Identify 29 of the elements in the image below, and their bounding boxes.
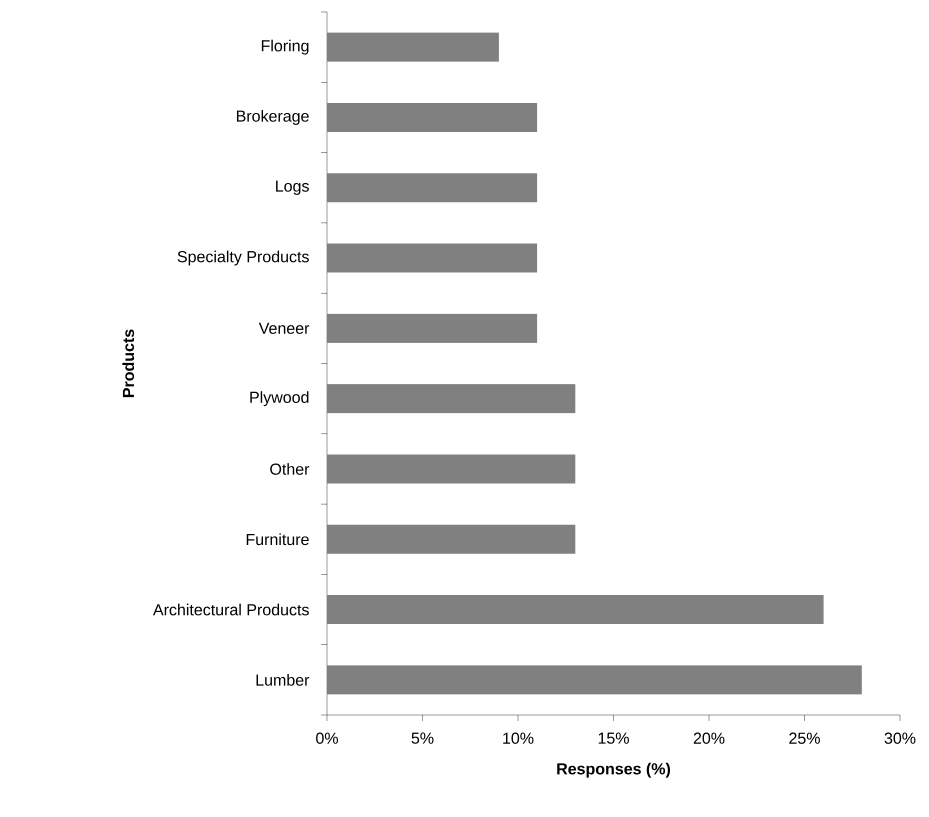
y-tick-label: Veneer: [258, 322, 310, 334]
y-tick-label: Other: [270, 463, 310, 475]
bar: [327, 454, 576, 484]
y-tick-label: Logs: [276, 180, 309, 195]
x-tick-label: 0%: [316, 732, 338, 744]
bar: [327, 595, 824, 624]
y-tick-label: Plywood: [250, 391, 308, 406]
bar: [327, 665, 862, 694]
y-axis-title: Products: [122, 329, 134, 398]
bar: [327, 384, 576, 414]
x-tick-label: 30%: [884, 732, 916, 744]
bar: [327, 102, 538, 132]
y-tick-label: Architectural Products: [152, 604, 309, 616]
y-tick-label: Floring: [262, 40, 308, 55]
y-tick-label: Lumber: [256, 674, 310, 686]
bar: [327, 32, 499, 62]
bar: [327, 314, 538, 343]
bar: [327, 244, 538, 273]
y-tick-label: Furniture: [246, 533, 309, 546]
x-tick-label: 25%: [789, 732, 820, 744]
bar: [327, 173, 538, 202]
bar: [327, 524, 576, 554]
x-tick-label: 15%: [598, 732, 629, 744]
x-tick-label: 20%: [694, 732, 724, 744]
x-axis-title: Responses (%): [557, 762, 670, 778]
x-tick-label: 5%: [412, 732, 434, 744]
y-tick-label: Brokerage: [236, 110, 309, 125]
y-tick-label: Specialty Products: [178, 250, 309, 266]
x-tick-label: 10%: [503, 732, 534, 744]
